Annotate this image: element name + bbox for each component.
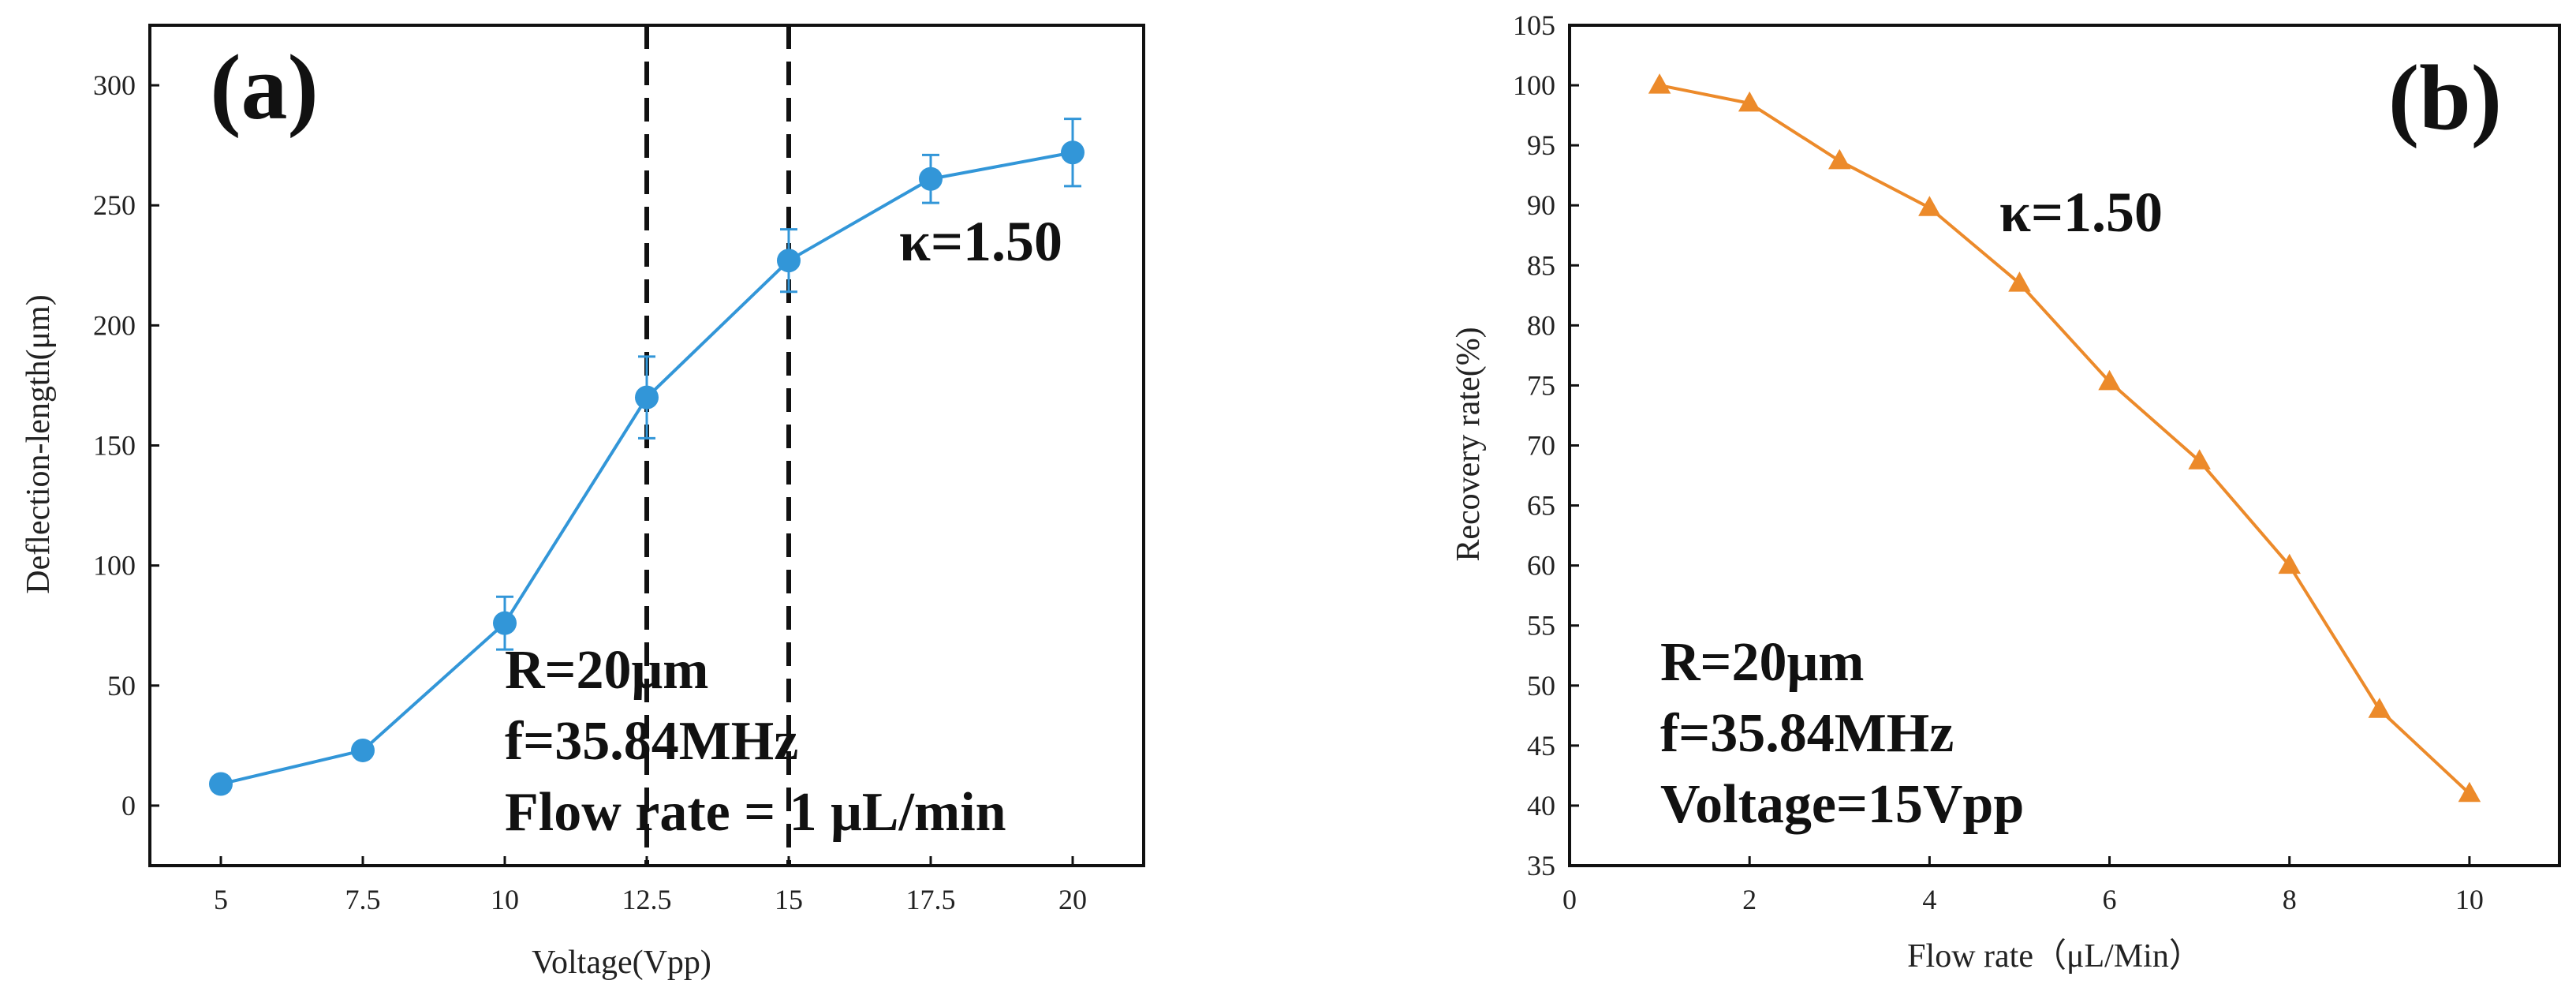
chart-b-data-point (1648, 73, 1671, 94)
chart-b-data-point (2098, 369, 2121, 391)
chart-b-ticks: 0 2 4 6 8 10 35 40 45 50 55 60 65 70 75 80 85 90 95 100 105 (1513, 9, 2484, 915)
chart-b-data-point (2188, 449, 2211, 470)
chart-a-param-radius: R=20μm (505, 640, 708, 701)
chart-b-y-tick-label: 35 (1527, 850, 1555, 881)
chart-a-x-tick-label: 10 (491, 884, 519, 915)
chart-a-x-axis-label: Voltage(Vpp) (532, 945, 711, 981)
chart-a-param-flow: Flow rate = 1 μL/min (505, 782, 1006, 843)
chart-b-data-point (2368, 698, 2391, 718)
chart-a-y-tick-label: 250 (93, 189, 136, 221)
chart-b-x-tick-label: 10 (2455, 884, 2484, 915)
chart-b-y-tick-label: 105 (1513, 9, 1555, 41)
chart-a-y-tick-label: 50 (107, 670, 136, 702)
chart-a-y-axis-label: Deflection-length(μm) (21, 294, 57, 593)
chart-b-param-frequency: f=35.84MHz (1660, 703, 1954, 764)
chart-b-x-tick-label: 0 (1562, 884, 1577, 915)
chart-b-y-tick-label: 90 (1527, 189, 1555, 221)
chart-b-param-radius: R=20μm (1660, 632, 1864, 693)
chart-a-vlines (644, 25, 791, 866)
chart-b-y-tick-label: 70 (1527, 430, 1555, 462)
chart-a-x-tick-label: 5 (214, 884, 228, 915)
chart-a-y-tick-label: 100 (93, 550, 136, 582)
chart-a-x-tick-label: 12.5 (622, 884, 672, 915)
chart-b-data-point (1828, 148, 1851, 170)
chart-a-kappa-label: κ=1.50 (899, 210, 1062, 273)
chart-b-data-point (2008, 271, 2031, 292)
chart-b-y-tick-label: 60 (1527, 550, 1555, 582)
chart-b-series (1648, 73, 2481, 803)
chart-b-data-point (1738, 91, 1761, 112)
chart-a-y-tick-label: 200 (93, 309, 136, 341)
chart-a-data-point (777, 249, 801, 273)
chart-b-y-axis-label: Recovery rate(%) (1450, 327, 1487, 561)
chart-b-y-tick-label: 100 (1513, 69, 1555, 101)
chart-b-x-tick-label: 8 (2283, 884, 2297, 915)
chart-b-panel-label: (b) (2388, 46, 2502, 149)
chart-a-x-tick-label: 15 (775, 884, 803, 915)
chart-b-y-tick-label: 50 (1527, 670, 1555, 702)
chart-a-x-tick-label: 17.5 (906, 884, 956, 915)
chart-b-data-point (1918, 196, 1941, 216)
chart-a-param-frequency: f=35.84MHz (505, 711, 798, 772)
chart-b-data-point (2458, 781, 2481, 803)
chart-a-data-point (209, 772, 233, 796)
chart-b-y-tick-label: 85 (1527, 249, 1555, 281)
chart-a-data-point (919, 166, 943, 191)
chart-b-y-tick-label: 65 (1527, 490, 1555, 522)
chart-a-panel-label: (a) (210, 36, 319, 139)
chart-a-y-tick-label: 300 (93, 69, 136, 101)
chart-b-y-tick-label: 80 (1527, 309, 1555, 341)
chart-b-data-point (2278, 553, 2301, 574)
chart-a-x-tick-label: 20 (1058, 884, 1087, 915)
chart-b-y-tick-label: 45 (1527, 730, 1555, 761)
chart-a-y-tick-label: 150 (93, 430, 136, 462)
chart-a-data-point (635, 385, 659, 410)
chart-b-kappa-label: κ=1.50 (1999, 181, 2163, 244)
chart-b-param-voltage: Voltage=15Vpp (1660, 774, 2024, 835)
chart-b-x-tick-label: 6 (2103, 884, 2117, 915)
chart-b-series-line (1659, 84, 2471, 795)
chart-b-x-axis-label: Flow rate（μL/Min） (1907, 938, 2202, 975)
chart-a-data-point (493, 611, 517, 635)
chart-b-y-tick-label: 75 (1527, 369, 1555, 401)
chart-a-x-tick-label: 7.5 (345, 884, 381, 915)
chart-b-x-tick-label: 4 (1922, 884, 1936, 915)
chart-b-y-tick-label: 40 (1527, 790, 1555, 821)
chart-b-x-tick-label: 2 (1742, 884, 1757, 915)
chart-a-data-point (351, 738, 375, 762)
chart-a-y-tick-label: 0 (121, 790, 136, 821)
chart-b: 0 2 4 6 8 1035404550556065707580859095100105 … (1450, 9, 2561, 975)
chart-b-y-tick-label: 55 (1527, 610, 1555, 642)
chart-b-y-tick-label: 95 (1527, 129, 1555, 161)
chart-a-data-point (1061, 140, 1085, 165)
chart-a-series (209, 118, 1085, 796)
